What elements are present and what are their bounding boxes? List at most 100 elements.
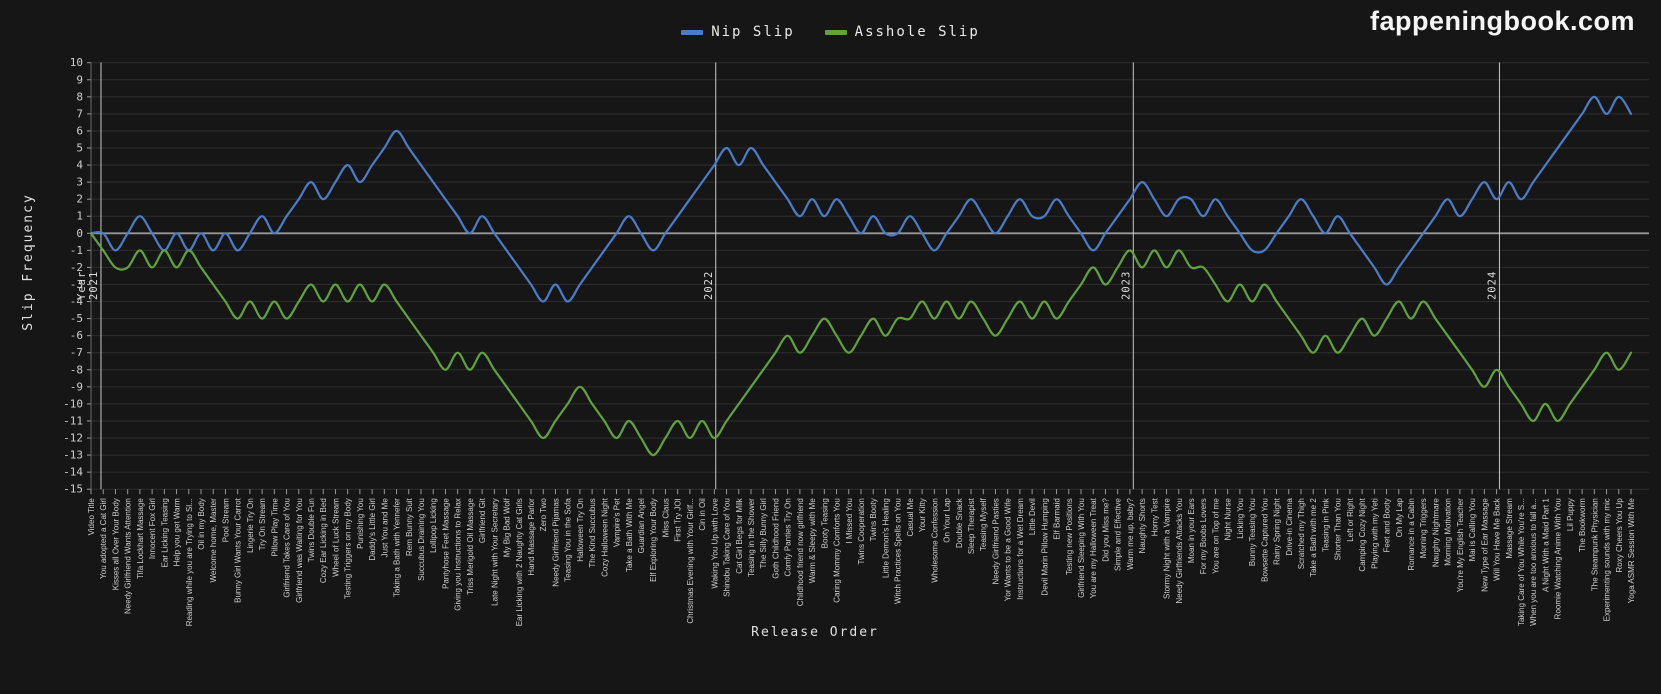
x-tick-label: Playing with my Yeti xyxy=(1370,498,1379,569)
x-tick-label: Instructions for a Wet Dream xyxy=(1016,498,1025,600)
x-tick-label: You are on Top of me xyxy=(1211,498,1220,574)
y-tick-label: -5 xyxy=(70,312,83,325)
x-tick-label: Bunny Teasing You xyxy=(1248,498,1257,566)
legend-item-nip-slip[interactable]: Nip Slip xyxy=(681,24,794,40)
x-tick-label: Lingerie Try On xyxy=(246,498,255,553)
x-tick-label: Hand Massage Parlor xyxy=(527,498,536,576)
y-tick-label: -15 xyxy=(63,483,83,496)
x-tick-label: Did you Miss me? xyxy=(1101,498,1110,562)
x-tick-label: My Big Bad Wolf xyxy=(503,497,512,557)
year-label-2021: 2021 xyxy=(88,271,100,300)
year-label-2022: 2022 xyxy=(703,271,715,300)
x-tick-label: Cat Girl Begs for Milk xyxy=(735,497,744,574)
x-tick-label: Witch Practices Spells on You xyxy=(894,498,903,604)
x-tick-label: Needy Girlfriend Wants Attention xyxy=(124,498,133,614)
x-tick-label: Just You and Me xyxy=(380,498,389,558)
y-tick-label: -10 xyxy=(63,397,83,410)
x-tick-label: Little Demon's Healing xyxy=(881,498,890,578)
x-tick-label: Goth Childhood Friend xyxy=(771,498,780,579)
x-tick-label: Daddy's Little Girl xyxy=(368,498,377,561)
x-tick-label: Simple and Effective xyxy=(1114,498,1123,571)
y-tick-label: -11 xyxy=(63,414,83,427)
x-tick-label: Girlfriend was Waiting for You xyxy=(295,498,304,603)
x-tick-label: Christmas Evening with Your Girlf... xyxy=(686,498,695,623)
x-tick-label: Warm & Sleepy with Me xyxy=(808,498,817,584)
x-tick-label: Help you get Warm xyxy=(173,498,182,567)
x-tick-label: Take a Bath With Me xyxy=(625,498,634,572)
x-tick-label: Innocent Fox Girl xyxy=(148,498,157,559)
y-tick-label: 10 xyxy=(70,56,83,69)
x-tick-label: You adopted a Cat Girl xyxy=(99,498,108,579)
legend-label: Asshole Slip xyxy=(854,24,980,40)
x-tick-label: Devil Marin Pillow Humping xyxy=(1040,498,1049,595)
x-tick-label: When you are too anxious to fall a... xyxy=(1529,498,1538,626)
y-tick-label: 8 xyxy=(76,90,83,103)
y-tick-label: -14 xyxy=(63,466,83,479)
x-tick-label: Bunny Girl Wants Your Carrot xyxy=(234,497,243,602)
y-tick-label: -7 xyxy=(70,346,83,359)
x-tick-label: Wholesome Confession xyxy=(930,498,939,582)
series-line-asshole-slip xyxy=(89,232,1633,457)
x-tick-label: Twins Double Fun xyxy=(307,498,316,562)
x-axis-title: Release Order xyxy=(751,625,879,640)
x-tick-label: Try On Stream xyxy=(258,498,267,550)
x-tick-label: Childhood friend now girlfriend xyxy=(796,498,805,606)
y-tick-label: -13 xyxy=(63,449,83,462)
x-tick-label: Pool Stream xyxy=(221,498,230,542)
y-tick-label: -9 xyxy=(70,380,83,393)
x-tick-label: Triss Merigold Oil Massage xyxy=(466,498,475,595)
x-tick-label: Lil Puppy xyxy=(1566,498,1575,531)
x-tick-label: Twins Booty xyxy=(869,498,878,541)
x-tick-label: Yoga ASMR Session With Me xyxy=(1627,498,1636,604)
x-tick-label: Feet and Booty xyxy=(1383,498,1392,552)
x-tick-label: Horny Test xyxy=(1150,497,1159,536)
x-tick-label: On Your Lap xyxy=(943,498,952,543)
x-tick-label: Reading while you are Trying to Sl... xyxy=(185,498,194,626)
y-tick-label: 9 xyxy=(76,73,83,86)
x-tick-label: You are my Halloween Treat xyxy=(1089,497,1098,598)
x-tick-label: Pillow Play Time xyxy=(270,498,279,557)
x-tick-label: Needy Girlfriend Pasties xyxy=(991,498,1000,584)
x-tick-label: Video Title xyxy=(87,498,96,536)
x-tick-label: Welcome home, Master xyxy=(209,498,218,583)
chart-legend: Nip Slip Asshole Slip xyxy=(0,24,1661,40)
x-tick-label: Mai is Calling You xyxy=(1468,498,1477,561)
x-tick-label: Tifa Lockhart Massage xyxy=(136,498,145,579)
x-tick-label: Scratched my Thigh xyxy=(1297,498,1306,569)
y-tick-label: -2 xyxy=(70,261,83,274)
x-tick-label: Morning Motivation xyxy=(1444,498,1453,566)
x-tick-label: Guardian Angel xyxy=(637,498,646,553)
x-tick-label: Romance in a Cabin xyxy=(1407,498,1416,570)
x-tick-label: Ear Licking with 2 Naughty Cat Girls xyxy=(515,498,524,626)
x-tick-label: A Night With a Maid Part 1 xyxy=(1541,498,1550,592)
x-tick-label: Cozy Ear Licking in Bed xyxy=(319,498,328,583)
y-tick-label: 2 xyxy=(76,193,83,206)
x-tick-label: The Bookworm xyxy=(1578,498,1587,552)
y-tick-label: 7 xyxy=(76,107,83,120)
year-prefix-label: Year xyxy=(76,271,88,300)
x-tick-label: Shorter Than You xyxy=(1334,498,1343,560)
site-title: fappeningbook.com xyxy=(1370,6,1635,36)
x-tick-label: Little Devil xyxy=(1028,498,1037,535)
x-tick-label: Waking You Up with Love xyxy=(710,498,719,589)
x-tick-label: Booty Teasing xyxy=(820,498,829,548)
x-tick-label: Casual Me xyxy=(906,498,915,537)
x-tick-label: Licking You xyxy=(1236,498,1245,538)
x-tick-label: Miss Claus xyxy=(661,498,670,537)
legend-item-asshole-slip[interactable]: Asshole Slip xyxy=(824,24,980,40)
x-tick-label: Morning Triggers xyxy=(1419,498,1428,558)
x-tick-label: Double Snack xyxy=(955,497,964,548)
y-tick-label: -1 xyxy=(70,244,83,257)
y-tick-label: -3 xyxy=(70,278,83,291)
legend-dash-icon xyxy=(824,29,847,35)
x-tick-label: Girlfriend Takes Care of You xyxy=(283,498,292,597)
x-tick-label: Lollipop Licking xyxy=(429,498,438,553)
x-tick-label: Vampire's Pet xyxy=(613,497,622,547)
x-tick-label: Twins Cooperation xyxy=(857,498,866,564)
x-tick-label: First Try JOI xyxy=(674,498,683,542)
x-tick-label: Naughty Shorts xyxy=(1138,498,1147,553)
x-tick-label: Roxy Cheers You Up xyxy=(1615,498,1624,573)
x-tick-label: Needy Girlfriends Attacks You xyxy=(1175,498,1184,603)
